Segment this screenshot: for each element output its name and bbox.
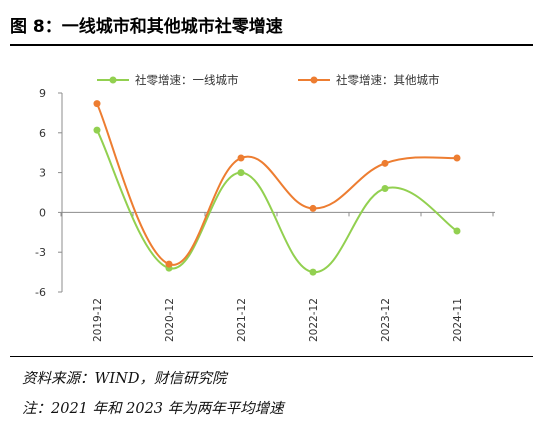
x-tick-label: 2020-12: [164, 298, 176, 342]
series-line-1: [96, 129, 458, 274]
x-tick-label: 2023-12: [380, 298, 392, 342]
y-tick-label: -6: [35, 286, 46, 299]
y-tick-label: 3: [39, 167, 46, 180]
title-rule: [10, 44, 533, 46]
source-note: 资料来源：WIND，财信研究院: [22, 371, 227, 387]
legend-label: 社零增速：一线城市: [135, 73, 239, 87]
x-tick-label: 2021-12: [236, 298, 248, 342]
footnote: 注：2021 年和 2023 年为两年平均增速: [22, 401, 284, 417]
y-tick-label: -3: [35, 246, 46, 259]
figure-title: 图 8：一线城市和其他城市社零增速: [10, 17, 283, 37]
data-point: [381, 185, 389, 193]
x-tick-label: 2022-12: [308, 298, 320, 342]
series-line-2: [96, 103, 458, 266]
data-point: [165, 260, 173, 268]
data-point: [237, 169, 245, 177]
data-point: [453, 227, 461, 235]
legend-marker: [109, 76, 117, 84]
data-point: [309, 204, 317, 212]
x-tick-label: 2024-11: [452, 298, 464, 342]
data-point: [309, 268, 317, 276]
data-point: [93, 100, 101, 108]
y-tick-label: 9: [39, 87, 46, 100]
source-rule: [10, 356, 533, 357]
data-point: [381, 159, 389, 167]
line-chart: 社零增速：一线城市 社零增速：其他城市 -6 -3 0 3 6 9 2019-12 2020-1…: [35, 73, 495, 342]
axes: -6 -3 0 3 6 9 2019-12 2020-12 2021-12 2022-12 2023…: [35, 87, 495, 342]
data-point: [453, 154, 461, 162]
y-tick-label: 6: [39, 127, 46, 140]
y-tick-label: 0: [39, 206, 46, 219]
x-tick-label: 2019-12: [92, 298, 104, 342]
data-point: [237, 154, 245, 162]
series-group: [93, 100, 461, 276]
legend: 社零增速：一线城市 社零增速：其他城市: [97, 73, 440, 87]
data-point: [93, 126, 101, 134]
legend-label: 社零增速：其他城市: [336, 73, 440, 87]
legend-marker: [310, 76, 318, 84]
